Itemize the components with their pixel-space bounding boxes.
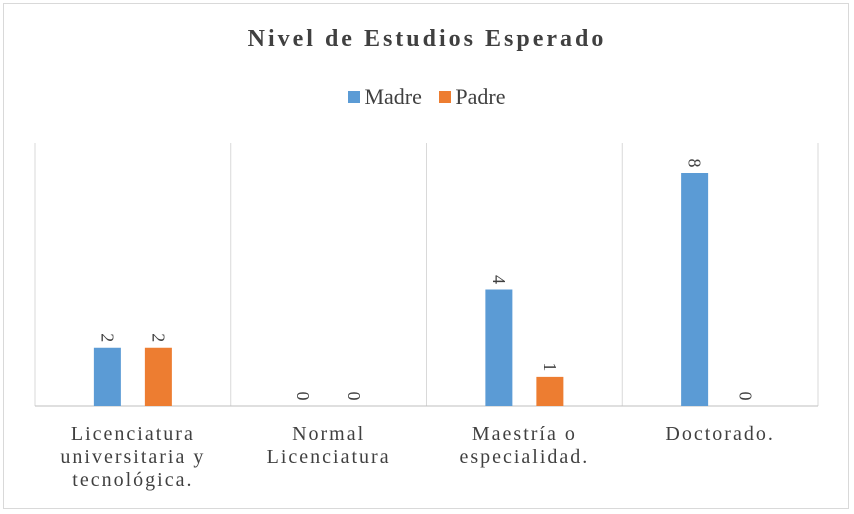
data-label-padre-1: 0	[344, 392, 364, 401]
category-label-1: Licenciatura	[267, 446, 391, 468]
category-label-0: tecnológica.	[72, 469, 193, 491]
data-label-padre-0: 2	[148, 333, 168, 342]
data-label-madre-1: 0	[293, 392, 313, 401]
data-label-madre-3: 8	[685, 159, 705, 168]
legend-item-madre: Madre	[348, 84, 422, 110]
data-label-padre-2: 1	[540, 362, 560, 371]
category-label-0: universitaria y	[60, 446, 205, 468]
category-label-2: Maestría o	[472, 423, 577, 445]
legend-label-padre: Padre	[455, 84, 506, 109]
legend-swatch-madre	[348, 91, 361, 103]
legend-item-padre: Padre	[439, 84, 506, 110]
bar-madre-3	[681, 173, 709, 406]
chart-title: Nivel de Estudios Esperado	[247, 26, 607, 52]
bar-padre-0	[144, 347, 172, 406]
legend-label-madre: Madre	[364, 84, 422, 109]
legend: Madre Padre	[0, 84, 854, 110]
legend-swatch-padre	[439, 91, 452, 103]
category-label-2: especialidad.	[459, 446, 589, 468]
bar-madre-0	[93, 347, 121, 406]
bar-madre-2	[485, 289, 513, 406]
data-label-madre-2: 4	[489, 275, 509, 284]
category-label-0: Licenciatura	[71, 423, 195, 445]
category-label-1: Normal	[292, 423, 365, 445]
category-label-3: Doctorado.	[665, 423, 774, 445]
data-label-madre-0: 2	[97, 333, 117, 342]
data-label-padre-3: 0	[736, 392, 756, 401]
bar-padre-2	[536, 376, 564, 406]
